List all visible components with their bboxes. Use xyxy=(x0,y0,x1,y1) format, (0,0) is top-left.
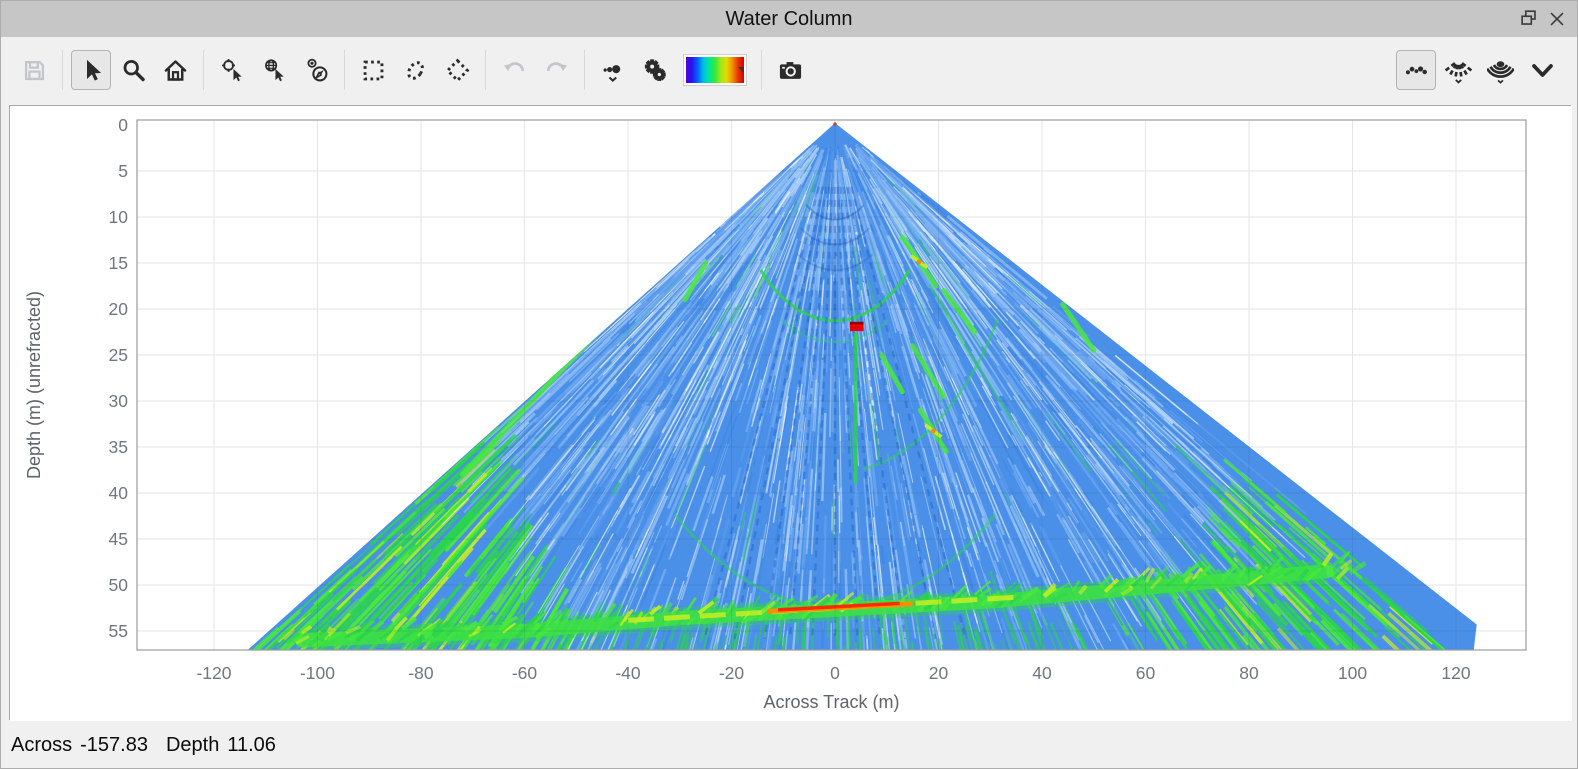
toolbar-separator xyxy=(485,50,486,90)
magnifier-icon xyxy=(123,59,145,81)
toolbar-separator xyxy=(62,50,63,90)
x-axis-title: Across Track (m) xyxy=(763,692,899,712)
crosshair-cursor-icon xyxy=(221,58,242,81)
status-across-label: Across xyxy=(11,733,73,756)
water-column-plot[interactable]: 0 5 10 15 20 25 30 35 40 45 50 55 -120 -100 -80 -60 -40 -… xyxy=(9,105,1572,721)
compass-cursor-icon xyxy=(307,58,327,81)
save-button[interactable] xyxy=(14,50,54,90)
points-arc-icon xyxy=(1405,65,1427,74)
points-view-button[interactable] xyxy=(1396,50,1436,90)
redo-button[interactable] xyxy=(536,50,576,90)
orient-view-button[interactable] xyxy=(296,50,336,90)
x-tick-label: -100 xyxy=(300,663,335,683)
toolbar-separator xyxy=(344,50,345,90)
water-column-fan-chart[interactable]: 0 5 10 15 20 25 30 35 40 45 50 55 -120 -100 -80 -60 -40 -… xyxy=(10,106,1572,721)
y-tick-label: 30 xyxy=(109,391,129,411)
y-tick-label: 50 xyxy=(109,575,129,595)
colormap-button[interactable] xyxy=(677,50,753,90)
close-icon xyxy=(1550,12,1564,26)
camera-icon xyxy=(779,61,801,79)
x-tick-label: -40 xyxy=(615,663,641,683)
gears-icon xyxy=(644,58,666,81)
y-axis-title: Depth (m) (unrefracted) xyxy=(24,291,44,479)
y-tick-label: 0 xyxy=(118,115,128,135)
ellipse-select-button[interactable] xyxy=(395,50,435,90)
y-tick-label: 5 xyxy=(118,161,128,181)
undo-button[interactable] xyxy=(494,50,534,90)
center-on-cursor-button[interactable] xyxy=(212,50,252,90)
more-tools-button[interactable] xyxy=(1522,50,1562,90)
fan-view-button[interactable] xyxy=(1480,50,1520,90)
stacked-arcs-icon xyxy=(1486,60,1514,84)
geo-pick-button[interactable] xyxy=(254,50,294,90)
y-tick-label: 45 xyxy=(109,529,128,549)
chevron-down-icon xyxy=(1531,63,1553,77)
y-tick-label: 55 xyxy=(109,621,128,641)
point-size-icon xyxy=(602,64,620,82)
titlebar[interactable]: Water Column xyxy=(1,1,1577,37)
zoom-extents-button[interactable] xyxy=(155,50,195,90)
x-tick-label: -60 xyxy=(512,663,538,683)
window-title: Water Column xyxy=(725,7,853,30)
polygon-select-button[interactable] xyxy=(437,50,477,90)
x-tick-label: -20 xyxy=(719,663,745,683)
beams-view-button[interactable] xyxy=(1438,50,1478,90)
y-tick-label: 40 xyxy=(109,483,129,503)
zoom-button[interactable] xyxy=(113,50,153,90)
status-depth-value: 11.06 xyxy=(227,733,276,756)
x-tick-label: 120 xyxy=(1441,663,1470,683)
home-icon xyxy=(164,59,186,81)
point-size-button[interactable] xyxy=(593,50,633,90)
x-tick-label: -120 xyxy=(196,663,231,683)
x-tick-label: 20 xyxy=(929,663,949,683)
pointer-icon xyxy=(86,59,101,81)
toolbar-separator xyxy=(761,50,762,90)
float-window-button[interactable] xyxy=(1517,7,1541,31)
float-icon xyxy=(1521,10,1536,25)
globe-cursor-icon xyxy=(264,58,284,81)
colormap-dropdown-arrow xyxy=(738,67,744,73)
y-tick-label: 35 xyxy=(109,437,128,457)
undo-icon xyxy=(503,61,524,71)
status-bar: Across -157.83 Depth 11.06 xyxy=(11,729,276,761)
toolbar-separator xyxy=(203,50,204,90)
x-tick-label: -80 xyxy=(408,663,434,683)
x-tick-label: 100 xyxy=(1338,663,1367,683)
redo-icon xyxy=(546,61,567,71)
window-controls xyxy=(1517,1,1569,37)
display-settings-button[interactable] xyxy=(635,50,675,90)
close-window-button[interactable] xyxy=(1545,7,1569,31)
status-depth-label: Depth xyxy=(165,733,220,756)
x-tick-label: 60 xyxy=(1136,663,1156,683)
y-tick-label: 20 xyxy=(109,299,129,319)
rectangle-select-button[interactable] xyxy=(353,50,393,90)
beam-fan-icon xyxy=(1444,61,1472,84)
save-icon xyxy=(24,60,44,80)
select-pointer-button[interactable] xyxy=(71,50,111,90)
x-tick-label: 0 xyxy=(830,663,840,683)
x-tick-label: 40 xyxy=(1032,663,1052,683)
rectangle-select-icon xyxy=(363,60,383,80)
x-tick-label: 80 xyxy=(1239,663,1259,683)
toolbar xyxy=(1,37,1577,103)
y-tick-label: 10 xyxy=(109,207,129,227)
colormap-swatch xyxy=(683,54,747,86)
ellipse-select-icon xyxy=(406,60,424,80)
snapshot-button[interactable] xyxy=(770,50,810,90)
y-tick-label: 15 xyxy=(109,253,128,273)
polygon-select-icon xyxy=(445,58,469,82)
toolbar-right-group xyxy=(1395,37,1563,103)
toolbar-separator xyxy=(584,50,585,90)
y-tick-label: 25 xyxy=(109,345,128,365)
status-across-value: -157.83 xyxy=(80,733,148,756)
